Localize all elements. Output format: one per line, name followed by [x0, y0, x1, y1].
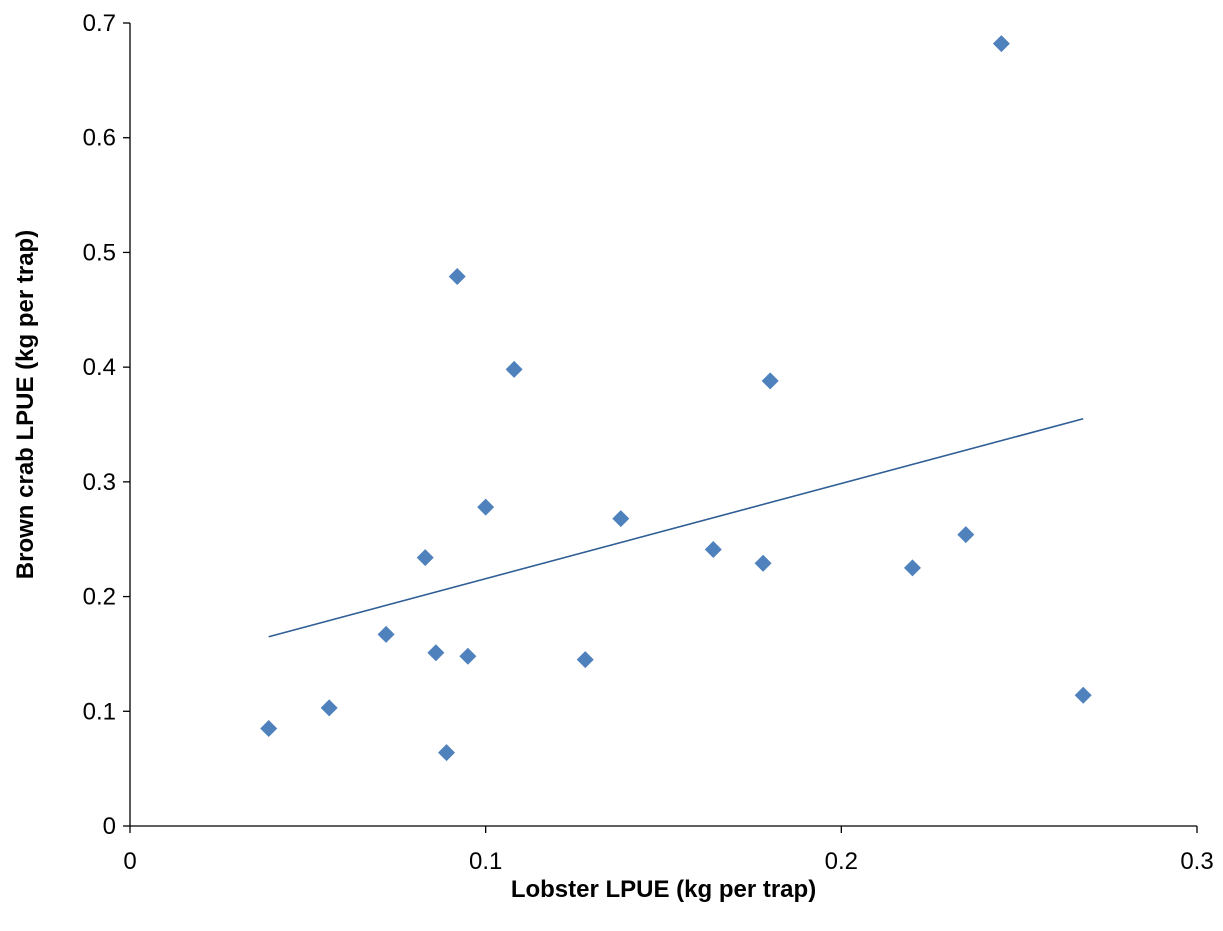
- data-point: [448, 268, 466, 286]
- y-axis-ticks: 0 0.1 0.2 0.3 0.4 0.5 0.6 0.7: [83, 10, 130, 840]
- y-tick-label: 0: [103, 813, 116, 840]
- x-tick-label: 0.3: [1180, 848, 1213, 875]
- y-tick-label: 0.4: [83, 354, 116, 381]
- data-point: [576, 651, 594, 669]
- data-point: [477, 498, 495, 516]
- data-point: [505, 360, 523, 378]
- data-point: [612, 510, 630, 528]
- data-point: [416, 549, 434, 567]
- data-point: [438, 744, 456, 762]
- data-point: [704, 541, 722, 559]
- y-tick-label: 0.2: [83, 584, 116, 611]
- y-axis-title: Brown crab LPUE (kg per trap): [12, 230, 39, 579]
- data-points: [260, 35, 1092, 762]
- x-axis-title: Lobster LPUE (kg per trap): [511, 876, 816, 903]
- x-tick-label: 0.1: [469, 848, 502, 875]
- data-point: [427, 644, 445, 662]
- x-tick-label: 0.2: [825, 848, 858, 875]
- data-point: [957, 526, 975, 544]
- data-point: [903, 559, 921, 577]
- data-point: [320, 699, 338, 717]
- y-tick-label: 0.3: [83, 469, 116, 496]
- y-tick-label: 0.5: [83, 239, 116, 266]
- y-tick-label: 0.7: [83, 10, 116, 37]
- data-point: [992, 35, 1010, 53]
- data-point: [754, 554, 772, 572]
- x-tick-label: 0: [123, 848, 136, 875]
- y-tick-label: 0.1: [83, 698, 116, 725]
- data-point: [377, 625, 395, 643]
- data-point: [1074, 686, 1092, 704]
- data-point: [260, 719, 278, 737]
- x-axis-ticks: 0 0.1 0.2 0.3: [123, 826, 1214, 875]
- data-point: [459, 647, 477, 665]
- data-point: [761, 372, 779, 390]
- linear-trendline: [268, 417, 1084, 638]
- y-tick-label: 0.6: [83, 125, 116, 152]
